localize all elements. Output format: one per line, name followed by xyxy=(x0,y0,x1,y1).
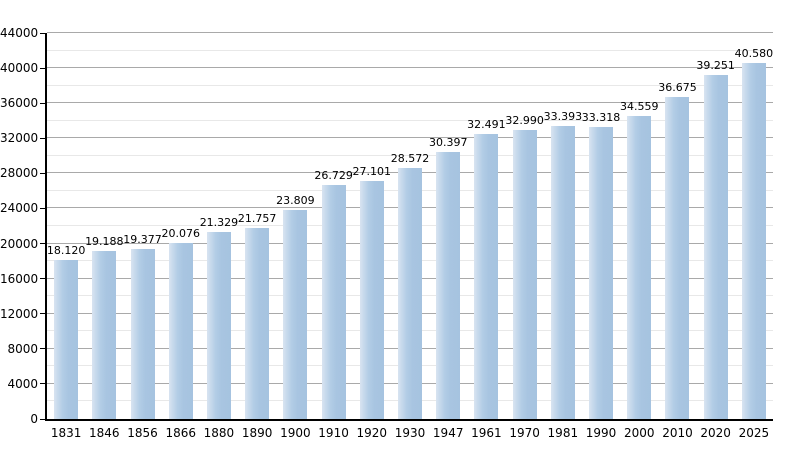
bar-1900 xyxy=(283,210,308,419)
minor-gridline xyxy=(47,119,773,121)
x-axis-tick-label: 1831 xyxy=(50,426,82,440)
bar-value-label: 26.729 xyxy=(314,168,353,182)
bar-value-label: 21.329 xyxy=(199,215,239,229)
y-axis-tick xyxy=(40,32,45,34)
bar-value-label: 33.318 xyxy=(581,110,621,124)
bar-1910 xyxy=(321,184,346,419)
y-axis-tick xyxy=(40,137,45,139)
bar-value-label: 28.572 xyxy=(390,152,430,166)
y-axis-tick xyxy=(40,207,45,209)
bar-2010 xyxy=(665,97,690,419)
bar-value-label: 30.397 xyxy=(428,136,468,150)
bar-value-label: 32.990 xyxy=(505,113,544,127)
y-axis-tick xyxy=(40,278,45,280)
bar-value-label: 36.675 xyxy=(658,81,697,95)
x-axis-tick-label: 1910 xyxy=(318,426,349,440)
x-axis-tick-label: 2025 xyxy=(738,426,770,440)
y-axis-line xyxy=(45,33,47,421)
y-axis-tick-label: 44000 xyxy=(0,26,39,40)
bar-1890 xyxy=(245,228,270,419)
bar-value-label: 18.120 xyxy=(46,244,86,258)
minor-gridline xyxy=(47,84,773,86)
y-axis-tick-label: 12000 xyxy=(0,306,39,321)
bar-2020 xyxy=(703,74,728,419)
bar-value-label: 33.393 xyxy=(543,110,583,124)
x-axis-tick-label: 1880 xyxy=(203,426,235,440)
major-gridline xyxy=(47,102,773,104)
y-axis-tick xyxy=(40,67,45,69)
y-axis-tick xyxy=(40,348,45,350)
bar-1831 xyxy=(54,260,79,419)
x-axis-tick-label: 1981 xyxy=(547,426,579,440)
bar-1947 xyxy=(436,152,461,419)
bar-value-label: 32.491 xyxy=(467,117,506,131)
bar-value-label: 27.101 xyxy=(352,165,392,179)
x-axis-tick-label: 1970 xyxy=(509,426,540,440)
bar-1880 xyxy=(206,231,231,419)
minor-gridline xyxy=(47,49,773,51)
bar-1970 xyxy=(512,129,537,419)
major-gridline xyxy=(47,32,773,33)
y-axis-tick-label: 20000 xyxy=(0,236,39,251)
major-gridline xyxy=(47,137,773,139)
minor-gridline xyxy=(47,154,773,156)
x-axis-tick-label: 1890 xyxy=(241,426,273,440)
x-axis-tick-label: 1961 xyxy=(471,426,502,440)
y-axis-tick xyxy=(40,418,45,420)
bar-2000 xyxy=(627,115,652,419)
x-axis-tick-label: 1856 xyxy=(127,426,158,440)
y-axis-tick-label: 40000 xyxy=(0,61,39,76)
y-axis-tick xyxy=(40,172,45,174)
x-axis-tick-label: 1866 xyxy=(165,426,196,440)
x-axis-tick-label: 1930 xyxy=(394,426,426,440)
bar-1920 xyxy=(359,181,384,419)
major-gridline xyxy=(47,67,773,69)
x-axis-tick-label: 1920 xyxy=(356,426,388,440)
x-axis-tick-label: 1990 xyxy=(585,426,617,440)
x-axis-tick-label: 2010 xyxy=(662,426,693,440)
x-axis-tick-label: 1900 xyxy=(280,426,311,440)
y-axis-tick xyxy=(40,102,45,104)
y-axis-tick-label: 32000 xyxy=(0,131,39,146)
bar-1866 xyxy=(168,242,193,419)
bar-value-label: 21.757 xyxy=(237,212,277,226)
y-axis-tick-label: 0 xyxy=(30,412,38,426)
y-axis-tick xyxy=(40,243,45,245)
bar-1846 xyxy=(92,250,117,419)
x-axis-tick-label: 2000 xyxy=(623,426,655,440)
bar-1930 xyxy=(398,168,422,419)
bar-value-label: 19.377 xyxy=(123,233,162,246)
bar-value-label: 20.076 xyxy=(161,226,200,240)
y-axis-tick-label: 28000 xyxy=(0,166,39,181)
bar-value-label: 23.809 xyxy=(276,194,315,208)
x-axis-line xyxy=(45,419,773,421)
y-axis-tick-label: 16000 xyxy=(0,271,39,286)
x-axis-tick-label: 1947 xyxy=(432,426,464,440)
bar-1856 xyxy=(130,249,155,419)
x-axis-tick-label: 1846 xyxy=(89,426,120,440)
bar-2025 xyxy=(741,63,766,419)
x-axis-tick-label: 2020 xyxy=(700,426,731,440)
bar-1981 xyxy=(550,126,575,419)
y-axis-tick-label: 36000 xyxy=(0,96,39,111)
bar-value-label: 40.580 xyxy=(734,47,774,60)
bar-value-label: 39.251 xyxy=(696,58,735,72)
bar-value-label: 34.559 xyxy=(620,99,659,113)
bar-1990 xyxy=(589,126,614,419)
y-axis-tick xyxy=(40,313,45,315)
y-axis-tick xyxy=(40,383,45,385)
y-axis-tick-label: 24000 xyxy=(0,201,39,216)
plot-area: 18.120 19.188 19.377 20.076 21.329 21.757 23.8… xyxy=(47,32,773,419)
bar-1961 xyxy=(474,133,499,419)
y-axis-tick-label: 4000 xyxy=(7,376,38,391)
bar-value-label: 19.188 xyxy=(85,234,124,248)
y-axis-tick-label: 8000 xyxy=(7,341,38,356)
